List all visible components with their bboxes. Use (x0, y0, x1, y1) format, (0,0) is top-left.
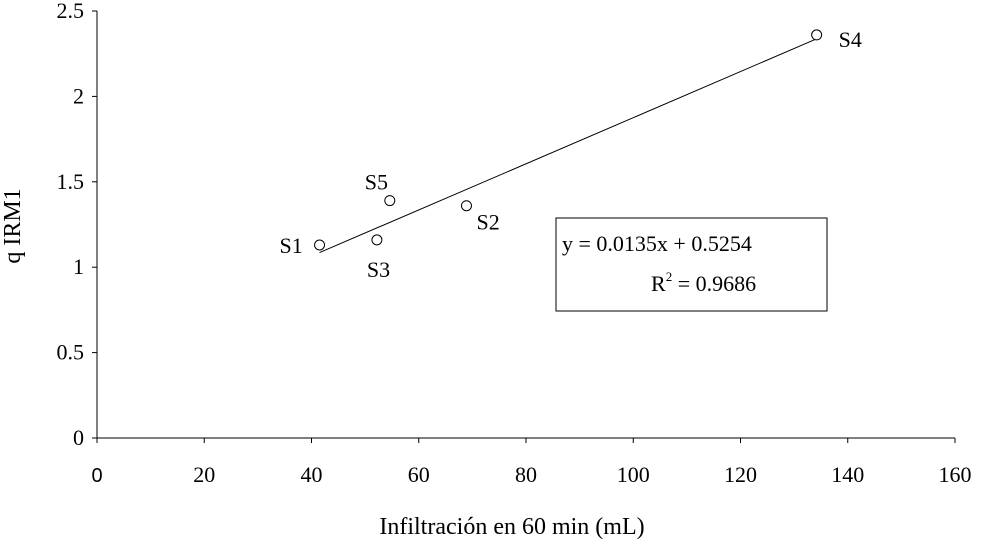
r-squared-value: R2 = 0.9686 (651, 269, 756, 296)
r2-prefix: R (651, 271, 666, 296)
point-s4 (811, 29, 823, 41)
point-s3 (371, 234, 383, 246)
y-tick-label: 2.5 (57, 0, 85, 23)
point-s1 (314, 239, 326, 251)
x-tick-label: 40 (301, 462, 323, 487)
y-tick-label: 0.5 (57, 340, 85, 365)
x-axis-ticks: 0 20 40 60 80 100 120 140 160 (91, 438, 972, 487)
x-tick-label: 140 (831, 462, 864, 487)
point-s2 (460, 200, 472, 212)
r2-suffix: = 0.9686 (672, 271, 756, 296)
y-axis-title: q IRM1 (0, 188, 26, 263)
point-label-s1: S1 (280, 233, 303, 258)
y-tick-label: 1 (73, 254, 84, 279)
x-tick-label: 60 (408, 462, 430, 487)
trendline (319, 38, 817, 254)
point-label-s4: S4 (839, 27, 862, 52)
x-tick-label: 100 (617, 462, 650, 487)
r2-superscript: 2 (666, 269, 673, 284)
point-labels: S1 S3 S5 S2 S4 (280, 27, 862, 282)
y-tick-label: 1.5 (57, 169, 85, 194)
data-points (314, 29, 823, 251)
y-tick-label: 0 (73, 425, 84, 450)
x-tick-label: 20 (193, 462, 215, 487)
x-axis-title: Infiltración en 60 min (mL) (379, 514, 644, 540)
trendline-equation: y = 0.0135x + 0.5254 (562, 231, 752, 256)
point-label-s3: S3 (367, 257, 390, 282)
x-tick-label: 120 (724, 462, 757, 487)
point-label-s5: S5 (365, 170, 388, 195)
equation-box: y = 0.0135x + 0.5254 R2 = 0.9686 (555, 217, 828, 312)
x-tick-label: 160 (939, 462, 972, 487)
x-tick-label: 0 (91, 465, 102, 487)
y-tick-label: 2 (73, 83, 84, 108)
point-s5 (384, 195, 396, 207)
x-tick-label: 80 (515, 462, 537, 487)
point-label-s2: S2 (476, 210, 499, 235)
y-axis-ticks: 0 0.5 1 1.5 2 2.5 (57, 0, 97, 450)
